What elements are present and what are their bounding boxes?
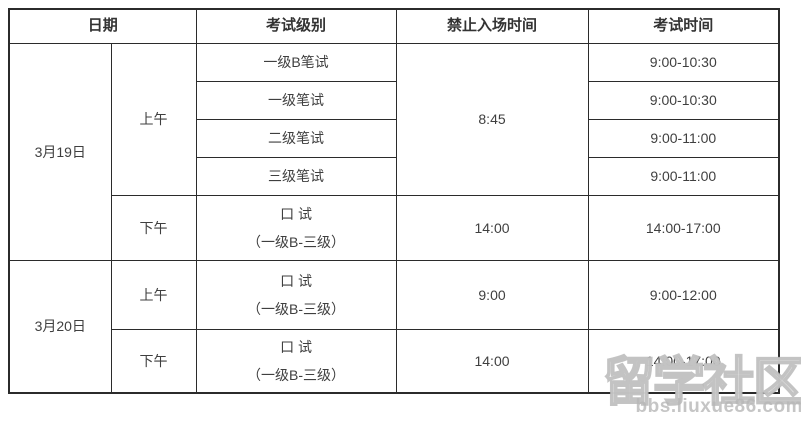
cell-no-entry: 14:00 xyxy=(395,329,589,394)
exam-schedule-table: 日期 考试级别 禁止入场时间 考试时间 3月19日 上午 一级B笔试 8:45 … xyxy=(8,8,781,394)
cell-level: 一级B笔试 xyxy=(195,43,397,82)
cell-time: 14:00-17:00 xyxy=(587,195,780,261)
cell-level: 二级笔试 xyxy=(195,119,397,158)
cell-time: 14:00-17:00 xyxy=(587,329,780,394)
table-row: 下午 口 试 （一级B-三级） 14:00 14:00-17:00 xyxy=(9,195,780,261)
cell-level-line2: （一级B-三级） xyxy=(247,300,346,317)
cell-level-line1: 口 试 xyxy=(280,272,312,289)
header-date: 日期 xyxy=(8,8,197,44)
cell-level: 口 试 （一级B-三级） xyxy=(195,195,397,261)
cell-time: 9:00-11:00 xyxy=(587,157,780,196)
cell-level-line1: 口 试 xyxy=(280,205,312,222)
table-row: 三级笔试 9:00-11:00 xyxy=(9,157,780,196)
table-header-row: 日期 考试级别 禁止入场时间 考试时间 xyxy=(8,8,780,44)
cell-session-pm19: 下午 xyxy=(110,195,197,261)
header-exam-level: 考试级别 xyxy=(195,8,397,44)
cell-no-entry: 14:00 xyxy=(395,195,589,261)
cell-no-entry: 9:00 xyxy=(395,260,589,330)
table-row: 3月19日 上午 一级B笔试 8:45 9:00-10:30 xyxy=(8,43,780,261)
table-row: 二级笔试 9:00-11:00 xyxy=(9,119,780,158)
watermark-url-text: bbs.liuxue86.com xyxy=(635,396,801,417)
table-row: 3月20日 上午 口 试 （一级B-三级） 9:00 9:00-12:00 xyxy=(8,260,780,394)
cell-level: 一级笔试 xyxy=(195,81,397,120)
cell-session-am20: 上午 xyxy=(110,260,197,330)
cell-level: 三级笔试 xyxy=(195,157,397,196)
cell-no-entry: 8:45 xyxy=(395,43,589,196)
cell-date-mar20: 3月20日 xyxy=(8,260,112,394)
cell-time: 9:00-11:00 xyxy=(587,119,780,158)
table-row: 下午 口 试 （一级B-三级） 14:00 14:00-17:00 xyxy=(9,329,780,394)
header-no-entry-time: 禁止入场时间 xyxy=(395,8,589,44)
header-exam-time: 考试时间 xyxy=(587,8,780,44)
cell-session-pm20: 下午 xyxy=(110,329,197,394)
cell-level: 口 试 （一级B-三级） xyxy=(195,260,397,330)
cell-level-line2: （一级B-三级） xyxy=(247,366,346,383)
cell-time: 9:00-12:00 xyxy=(587,260,780,330)
cell-session-am19: 上午 xyxy=(110,43,197,196)
cell-time: 9:00-10:30 xyxy=(587,81,780,120)
cell-level: 口 试 （一级B-三级） xyxy=(195,329,397,394)
cell-level-line1: 口 试 xyxy=(280,338,312,355)
cell-time: 9:00-10:30 xyxy=(587,43,780,82)
cell-date-mar19: 3月19日 xyxy=(8,43,112,261)
cell-level-line2: （一级B-三级） xyxy=(247,233,346,250)
table-row: 一级笔试 9:00-10:30 xyxy=(9,81,780,120)
